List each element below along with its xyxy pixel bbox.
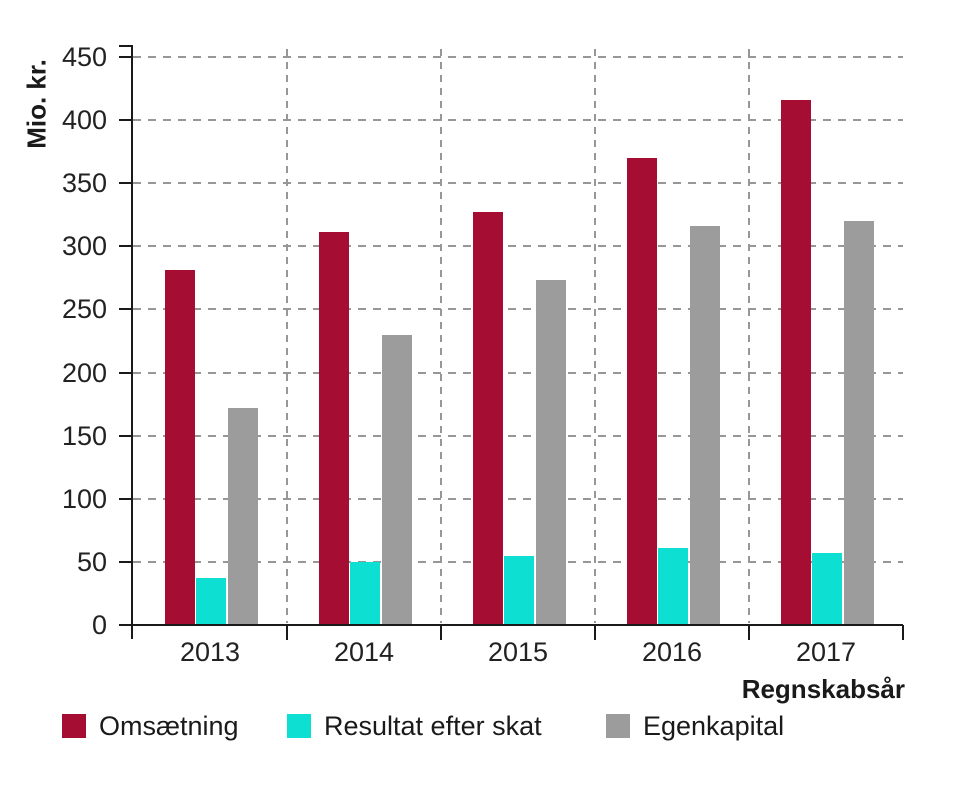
legend-swatch-omsaetning (62, 714, 86, 738)
gridline-horizontal (133, 371, 903, 374)
y-tick (119, 119, 133, 122)
gridline-vertical (594, 49, 596, 623)
x-tick (286, 625, 288, 640)
legend-item-resultat-efter-skat: Resultat efter skat (287, 710, 542, 742)
bar-egenkapital-2017 (844, 221, 874, 625)
legend-item-omsaetning: Omsætning (62, 710, 239, 742)
x-tick (440, 625, 442, 640)
legend-item-egenkapital: Egenkapital (606, 710, 784, 742)
y-axis-end-tick (119, 45, 133, 47)
bar-resultat-efter-skat-2016 (658, 548, 688, 625)
x-tick-label-2014: 2014 (333, 637, 395, 667)
gridline-vertical (748, 49, 750, 623)
bar-omsaetning-2016 (627, 157, 657, 625)
y-tick (119, 245, 133, 248)
gridline-horizontal (133, 245, 903, 248)
y-tick (119, 308, 133, 311)
gridline-vertical (440, 49, 442, 623)
legend-label-egenkapital: Egenkapital (643, 710, 785, 741)
legend-label-omsaetning: Omsætning (99, 710, 239, 741)
y-axis-title: Mio. kr. (21, 59, 52, 149)
bar-resultat-efter-skat-2017 (812, 553, 842, 625)
bar-egenkapital-2014 (382, 334, 412, 625)
y-tick (119, 497, 133, 500)
x-tick-label-2017: 2017 (795, 637, 857, 667)
x-tick-label-2013: 2013 (179, 637, 241, 667)
bar-egenkapital-2015 (536, 280, 566, 625)
y-tick-label: 300 (61, 231, 107, 262)
legend-swatch-resultat-efter-skat (287, 714, 311, 738)
gridline-vertical (286, 49, 288, 623)
gridline-horizontal (133, 182, 903, 185)
y-tick-label: 100 (61, 483, 107, 514)
y-tick (119, 56, 133, 58)
plot-area: 0 50 100 150 200 250 300 350 400 450 2013 2014 2015 2… (62, 42, 904, 667)
gridline-horizontal (133, 119, 903, 122)
x-axis-title: Regnskabsår (741, 674, 905, 704)
y-axis-line (131, 45, 133, 639)
y-tick (119, 371, 133, 374)
x-tick (748, 625, 750, 640)
bar-omsaetning-2015 (473, 212, 503, 625)
bar-omsaetning-2014 (319, 232, 349, 625)
legend-swatch-egenkapital (606, 714, 630, 738)
y-tick (119, 434, 133, 437)
bar-omsaetning-2017 (781, 99, 811, 625)
y-tick (119, 182, 133, 185)
bar-omsaetning-2013 (165, 270, 195, 625)
y-tick-label: 250 (61, 294, 107, 325)
y-tick-label: 450 (61, 42, 107, 72)
y-tick (119, 560, 133, 563)
x-axis-line (119, 624, 903, 626)
x-tick (902, 625, 904, 640)
x-tick-label-2016: 2016 (641, 637, 703, 667)
y-tick-label: 350 (61, 168, 107, 199)
gridline-horizontal (133, 56, 903, 58)
y-tick (119, 624, 133, 626)
y-tick-label: 0 (91, 610, 107, 640)
gridline-horizontal (133, 497, 903, 500)
bar-egenkapital-2016 (690, 226, 720, 625)
bar-resultat-efter-skat-2013 (196, 578, 226, 625)
bar-resultat-efter-skat-2014 (350, 561, 380, 625)
gridline-horizontal (133, 434, 903, 437)
bar-resultat-efter-skat-2015 (504, 555, 534, 625)
y-tick-label: 200 (61, 357, 107, 388)
gridline-horizontal (133, 308, 903, 311)
bar-egenkapital-2013 (228, 407, 258, 625)
x-tick (594, 625, 596, 640)
x-tick-label-2015: 2015 (487, 637, 549, 667)
y-tick-label: 50 (76, 546, 107, 577)
legend-label-resultat-efter-skat: Resultat efter skat (324, 710, 542, 741)
y-tick-label: 400 (61, 105, 107, 136)
y-tick-label: 150 (61, 420, 107, 451)
